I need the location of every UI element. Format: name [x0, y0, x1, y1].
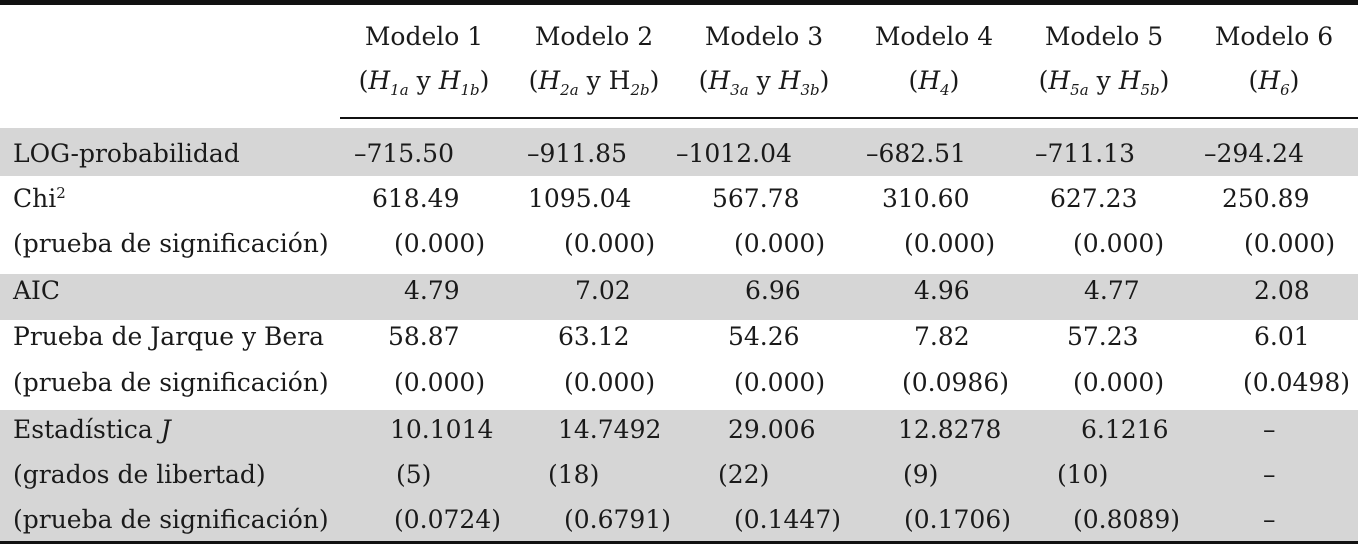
- cell: (0.000): [564, 368, 656, 397]
- column-header-1: Modelo 1 (H1a y H1b): [344, 22, 504, 99]
- cell: –: [1263, 460, 1276, 489]
- cell: (0.1447): [734, 505, 841, 534]
- row-label: Estadística J: [13, 415, 171, 444]
- column-header-5: Modelo 5 (H5a y H5b): [1024, 22, 1184, 99]
- row-label: (grados de libertad): [13, 460, 266, 489]
- cell: –: [1263, 415, 1276, 444]
- cell: 4.77: [1084, 276, 1140, 305]
- cell: 6.01: [1254, 322, 1310, 351]
- column-hypotheses: (H2a y H2b): [528, 66, 660, 99]
- cell: 12.8278: [898, 415, 1002, 444]
- cell: (9): [903, 460, 939, 489]
- cell: 10.1014: [390, 415, 494, 444]
- cell: –1012.04: [676, 139, 792, 168]
- cell: 57.23: [1067, 322, 1139, 351]
- table-row: Prueba de Jarque y Bera 58.87 63.12 54.2…: [0, 322, 1358, 366]
- cell: 58.87: [388, 322, 460, 351]
- row-label: LOG-probabilidad: [13, 139, 240, 168]
- cell: (22): [718, 460, 770, 489]
- cell: 310.60: [882, 184, 970, 213]
- cell: 627.23: [1050, 184, 1138, 213]
- column-header-3: Modelo 3 (H3a y H3b): [684, 22, 844, 99]
- cell: (0.0986): [902, 368, 1009, 397]
- cell: 4.79: [404, 276, 460, 305]
- cell: 29.006: [728, 415, 816, 444]
- table-row: (prueba de significación) (0.000) (0.000…: [0, 229, 1358, 273]
- band-aic: [0, 274, 1358, 320]
- cell: 250.89: [1222, 184, 1310, 213]
- cell: (0.000): [564, 229, 656, 258]
- cell: (0.000): [394, 229, 486, 258]
- cell: –682.51: [866, 139, 966, 168]
- row-label: (prueba de significación): [13, 229, 329, 258]
- cell: 4.96: [914, 276, 970, 305]
- cell: (0.6791): [564, 505, 671, 534]
- table-row: (grados de libertad) (5) (18) (22) (9) (…: [0, 460, 1358, 504]
- table-row: (prueba de significación) (0.000) (0.000…: [0, 368, 1358, 412]
- column-hypotheses: (H1a y H1b): [358, 66, 490, 99]
- column-name: Modelo 6: [1214, 22, 1334, 51]
- cell: (0.000): [904, 229, 996, 258]
- bottom-rule: [0, 541, 1358, 544]
- column-name: Modelo 2: [534, 22, 654, 51]
- cell: (0.000): [1073, 368, 1165, 397]
- cell: 567.78: [712, 184, 800, 213]
- cell: –711.13: [1035, 139, 1135, 168]
- column-header-6: Modelo 6 (H6): [1194, 22, 1354, 99]
- band-jstat: [0, 410, 1358, 541]
- top-rule: [0, 0, 1358, 5]
- cell: 7.02: [575, 276, 631, 305]
- table-row: LOG-probabilidad –715.50 –911.85 –1012.0…: [0, 139, 1358, 183]
- row-label: (prueba de significación): [13, 368, 329, 397]
- cell: (5): [396, 460, 432, 489]
- cell: (10): [1057, 460, 1109, 489]
- column-name: Modelo 1: [364, 22, 484, 51]
- header-rule: [340, 117, 1358, 119]
- cell: –294.24: [1204, 139, 1304, 168]
- column-hypotheses: (H4): [908, 66, 960, 99]
- cell: –715.50: [354, 139, 454, 168]
- table-row: (prueba de significación) (0.0724) (0.67…: [0, 505, 1358, 549]
- cell: 2.08: [1254, 276, 1310, 305]
- column-header-2: Modelo 2 (H2a y H2b): [514, 22, 674, 99]
- row-label: Prueba de Jarque y Bera: [13, 322, 325, 351]
- column-hypotheses: (H5a y H5b): [1038, 66, 1170, 99]
- column-hypotheses: (H6): [1248, 66, 1300, 99]
- cell: 6.96: [745, 276, 801, 305]
- cell: 7.82: [914, 322, 970, 351]
- cell: (0.8089): [1073, 505, 1180, 534]
- cell: 1095.04: [528, 184, 632, 213]
- cell: (18): [548, 460, 600, 489]
- cell: (0.000): [1073, 229, 1165, 258]
- table-row: Chi2 618.49 1095.04 567.78 310.60 627.23…: [0, 184, 1358, 228]
- cell: (0.0724): [394, 505, 501, 534]
- cell: (0.000): [1244, 229, 1336, 258]
- row-label: Chi2: [13, 184, 66, 213]
- cell: 54.26: [728, 322, 800, 351]
- table-row: AIC 4.79 7.02 6.96 4.96 4.77 2.08: [0, 276, 1358, 320]
- cell: (0.000): [394, 368, 486, 397]
- cell: (0.0498): [1243, 368, 1350, 397]
- cell: 618.49: [372, 184, 460, 213]
- cell: 14.7492: [558, 415, 662, 444]
- cell: –911.85: [527, 139, 627, 168]
- cell: (0.000): [734, 368, 826, 397]
- table-row: Estadística J 10.1014 14.7492 29.006 12.…: [0, 415, 1358, 459]
- column-name: Modelo 5: [1044, 22, 1164, 51]
- band-log: [0, 128, 1358, 176]
- row-label: (prueba de significación): [13, 505, 329, 534]
- cell: 63.12: [558, 322, 630, 351]
- cell: (0.1706): [904, 505, 1011, 534]
- cell: –: [1263, 505, 1276, 534]
- cell: 6.1216: [1081, 415, 1169, 444]
- column-name: Modelo 3: [704, 22, 824, 51]
- cell: (0.000): [734, 229, 826, 258]
- column-name: Modelo 4: [874, 22, 994, 51]
- row-label: AIC: [13, 276, 61, 305]
- column-hypotheses: (H3a y H3b): [698, 66, 830, 99]
- column-header-4: Modelo 4 (H4): [854, 22, 1014, 99]
